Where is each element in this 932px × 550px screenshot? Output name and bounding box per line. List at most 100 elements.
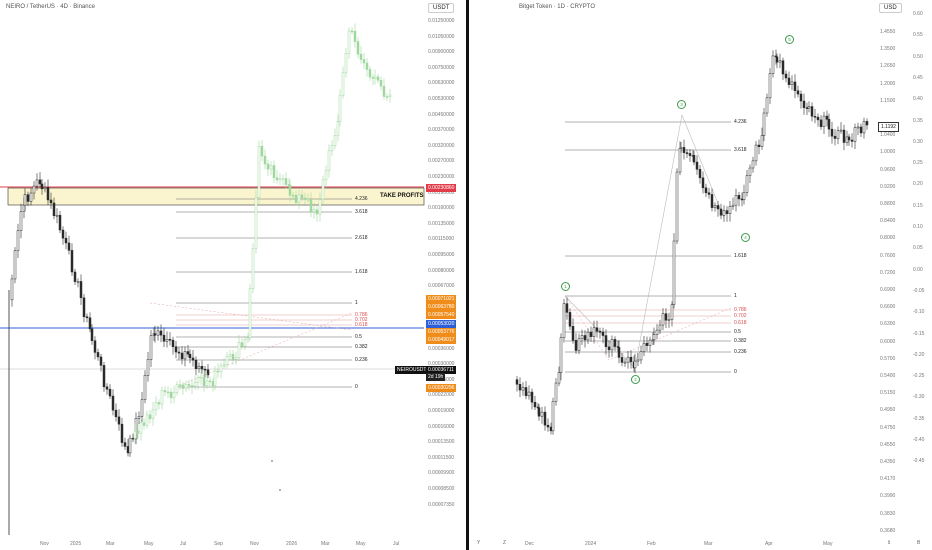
wave-label: 4 [741,233,750,242]
right-candle [825,115,829,120]
right-candle [771,55,775,74]
right-candle [652,334,656,340]
current-price-tag: 1.1192 [878,122,899,132]
right-candle [633,360,637,369]
right-candle [645,342,649,346]
left-price-label: 0.00630000 [428,80,455,87]
right-candle [745,175,749,193]
right-chart-pane[interactable]: Bitget Token · 1D · CRYPTO USD 1.4550 1.3… [469,0,932,550]
right-percent-label: 0.10 [913,224,923,230]
left-candle [99,356,103,366]
left-ghost-candle [350,30,354,33]
right-price-label: 0.8800 [880,201,896,207]
left-candle [168,339,172,341]
left-price-label: 0.00080000 [428,267,455,274]
right-candle [559,337,563,373]
left-chart-canvas[interactable] [0,0,466,550]
right-percent-label: 0.45 [913,74,923,81]
left-candle [111,395,115,411]
right-candle [707,192,711,195]
left-candle [117,416,121,425]
right-candle [655,329,659,335]
left-price-label: 0.00011500 [428,454,455,461]
left-ghost-candle [382,85,386,97]
right-fib-label: 0.382 [734,338,747,344]
left-ghost-candle [284,178,288,185]
right-fib-label: 0.618 [734,320,747,326]
left-candle [143,375,147,400]
right-currency-button[interactable]: USD [879,3,902,13]
right-fib-label: 0.236 [734,349,747,355]
right-price-label: 0.3830 [880,510,896,517]
right-price-label: 0.3990 [880,493,896,500]
left-time-label: 2025 [70,541,82,547]
left-candle [40,183,44,190]
left-candle [96,352,100,358]
left-ghost-candle [356,41,360,55]
left-currency-button[interactable]: USDT [428,3,455,13]
left-fib-label: 3.618 [355,209,368,215]
b-axis-button[interactable]: B [917,540,921,546]
left-ghost-candle [199,376,203,379]
right-candle [830,128,834,137]
right-price-label: 1.4550 [880,29,896,35]
right-fib-label: 3.618 [734,147,747,153]
right-candle [604,335,608,348]
left-ghost-candle [246,337,250,340]
left-ghost-candle [222,364,226,367]
left-candle [13,250,17,280]
left-price-label: 0.00270000 [428,158,455,165]
right-candle [685,152,689,154]
right-candle [546,424,550,428]
left-ghost-candle [327,150,331,171]
right-percent-label: 0.20 [913,181,923,188]
red-level-tag: 0.00230860 [426,184,457,192]
right-chart-canvas[interactable] [469,0,932,550]
left-ghost-candle [379,80,383,87]
left-candle [191,357,195,361]
right-price-label: 0.7200 [880,269,896,276]
right-candle [658,324,662,331]
left-chart-title: NEIRO / TetherUS · 4D · Binance [6,4,95,10]
y-axis-button[interactable]: Y [477,540,481,546]
left-ghost-candle [248,288,252,339]
pane-divider[interactable] [466,0,469,550]
left-candle [186,351,190,355]
right-percent-label: 0.15 [913,202,923,209]
left-candle [105,386,109,390]
left-chart-pane[interactable]: NEIRO / TetherUS · 4D · Binance USDT 0.0… [0,0,466,550]
right-candle [667,319,671,321]
right-candle [865,121,869,126]
left-candle [55,214,59,217]
left-ghost-candle [324,170,328,181]
left-ghost-candle [330,145,334,152]
right-candle [836,130,840,139]
right-candle [781,60,785,75]
right-price-label: 0.5400 [880,373,896,379]
left-fib-label: 1.618 [355,269,368,275]
left-price-label: 0.00900000 [428,49,455,56]
left-ghost-candle [291,194,295,197]
right-candle [583,335,587,341]
z-axis-button[interactable]: Z [503,540,507,546]
right-price-label: 0.4750 [880,424,896,431]
right-candle [664,313,668,321]
left-ghost-candle [181,384,185,389]
left-price-label: 0.01250000 [428,18,455,24]
left-candle [120,423,124,443]
left-candle [131,437,135,440]
left-candle [153,333,157,336]
left-candle [26,194,30,202]
right-candle [613,339,617,347]
right-fib-label: 4.236 [734,119,747,125]
right-percent-label: 0.60 [913,11,923,17]
right-candle [760,135,764,147]
right-candle [807,106,811,109]
right-price-label: 0.9200 [880,183,896,190]
right-price-label: 0.4550 [880,441,896,448]
expand-icon[interactable]: ⇕ [887,540,892,546]
left-ghost-candle [225,356,229,365]
right-chart-title: Bitget Token · 1D · CRYPTO [519,4,596,10]
price-tag-3: 0.00057540 [426,311,457,319]
left-candle [43,187,47,190]
